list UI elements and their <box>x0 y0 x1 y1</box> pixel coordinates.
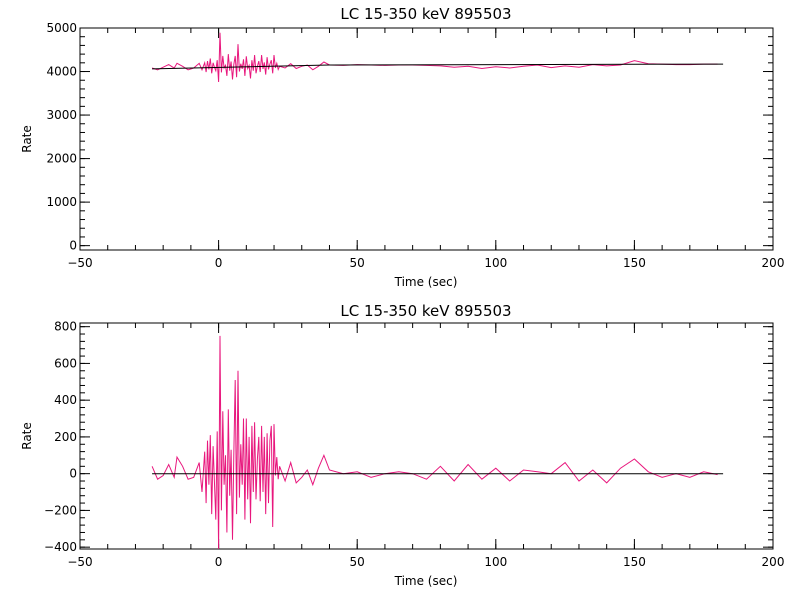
bottom-y-tick-label: 400 <box>54 393 77 407</box>
top-x-tick-label: −50 <box>67 256 92 270</box>
top-y-tick-label: 3000 <box>46 108 77 122</box>
bottom-plot-frame <box>79 322 774 550</box>
top-y-tick-label: 2000 <box>46 152 77 166</box>
top-y-tick-label: 0 <box>69 239 77 253</box>
bottom-y-tick-label: 800 <box>54 320 77 334</box>
top-x-tick-label: 0 <box>215 256 223 270</box>
bottom-y-tick-label: 200 <box>54 430 77 444</box>
top-y-tick-label: 5000 <box>46 21 77 35</box>
top-chart-title: LC 15-350 keV 895503 <box>340 5 511 23</box>
top-x-axis-label: Time (sec) <box>394 275 458 289</box>
top-fit-series-line <box>152 63 724 70</box>
bottom-rate-series-line <box>151 335 718 550</box>
bottom-y-tick-label: −400 <box>44 540 77 554</box>
top-light-curve-panel: LC 15-350 keV 895503 Time (sec) Rate −50… <box>20 5 784 289</box>
top-series-group <box>151 32 724 83</box>
top-y-axis-label: Rate <box>20 125 34 153</box>
bottom-x-tick-label: 150 <box>623 555 646 569</box>
bottom-y-axis-label: Rate <box>20 422 34 450</box>
top-plot-frame <box>79 27 774 251</box>
top-x-tick-label: 200 <box>762 256 785 270</box>
bottom-axis-ticks: −50 0 50 100 150 200 −400 −200 0 200 400 600 800 <box>44 320 784 569</box>
bottom-x-axis-label: Time (sec) <box>394 574 458 588</box>
bottom-x-tick-label: 200 <box>762 555 785 569</box>
top-x-tick-label: 50 <box>350 256 365 270</box>
top-x-tick-label: 100 <box>484 256 507 270</box>
bottom-x-tick-label: 0 <box>215 555 223 569</box>
top-x-tick-label: 150 <box>623 256 646 270</box>
bottom-y-tick-label: −200 <box>44 503 77 517</box>
top-y-tick-label: 4000 <box>46 65 77 79</box>
bottom-x-tick-label: −50 <box>67 555 92 569</box>
bottom-y-tick-label: 600 <box>54 356 77 370</box>
bottom-x-tick-label: 50 <box>350 555 365 569</box>
bottom-x-tick-label: 100 <box>484 555 507 569</box>
top-rate-series-line <box>151 32 718 83</box>
top-y-tick-label: 1000 <box>46 195 77 209</box>
bottom-chart-title: LC 15-350 keV 895503 <box>340 302 511 320</box>
bottom-light-curve-panel: LC 15-350 keV 895503 Time (sec) Rate −50… <box>20 302 784 588</box>
bottom-y-tick-label: 0 <box>69 467 77 481</box>
bottom-series-group <box>151 335 724 550</box>
